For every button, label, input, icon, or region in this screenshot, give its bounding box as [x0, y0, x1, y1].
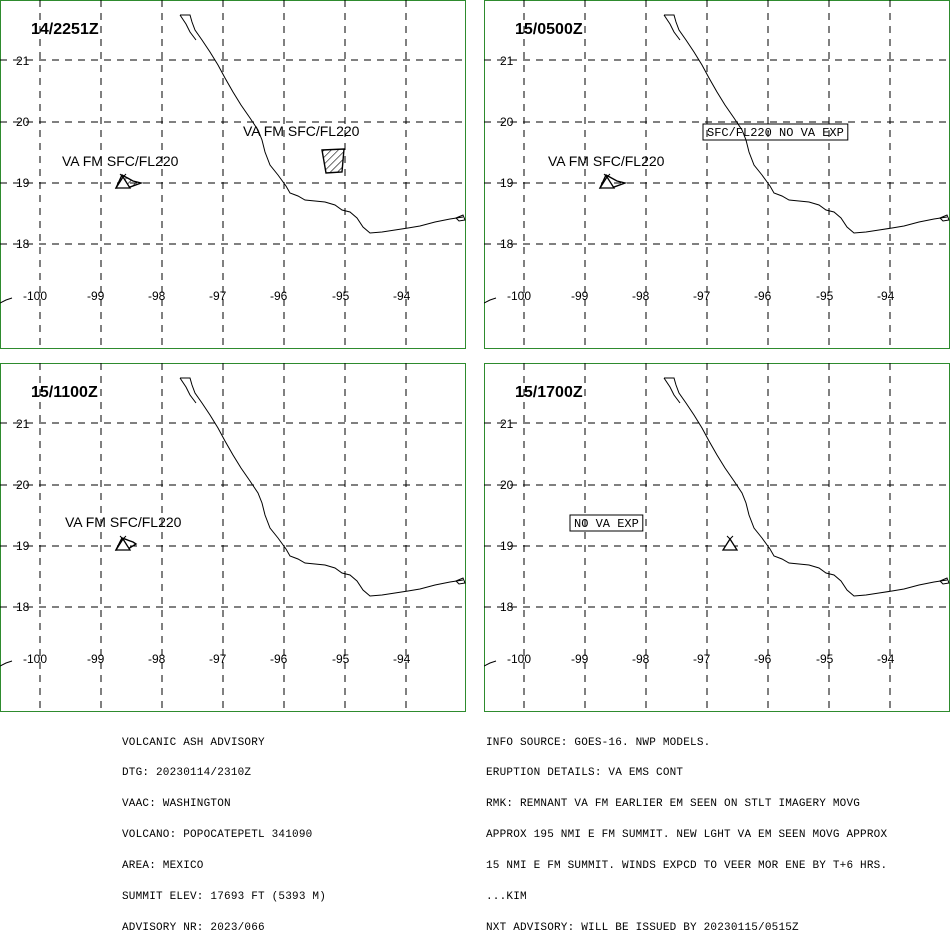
longitude-label: -97 [209, 652, 227, 666]
advisory-left-text: VOLCANIC ASH ADVISORY DTG: 20230114/2310… [122, 717, 326, 944]
latitude-label: 18 [500, 237, 514, 251]
longitude-label: -95 [332, 652, 350, 666]
latitude-label: 20 [16, 478, 30, 492]
latitude-label: 19 [16, 176, 30, 190]
advisory-line: SUMMIT ELEV: 17693 FT (5393 M) [122, 891, 327, 904]
forecast-time-label: 15/0500Z [515, 21, 583, 38]
forecast-panel-1: 21 20 19 18 -100 -99 -98 -97 -96 -95 -94 14/2251Z VA… [0, 0, 466, 349]
latitude-label: 21 [500, 417, 514, 431]
latitude-label: 18 [16, 237, 30, 251]
panel-frame [0, 0, 466, 349]
latitude-label: 21 [16, 417, 30, 431]
longitude-label: -97 [693, 289, 711, 303]
ash-cloud-label: VA FM SFC/FL220 [548, 153, 665, 169]
forecast-time-label: 14/2251Z [31, 21, 99, 38]
longitude-label: -97 [209, 289, 227, 303]
coastline [484, 377, 950, 667]
advisory-line: RMK: REMNANT VA FM EARLIER EM SEEN ON ST… [486, 798, 861, 811]
coastline [0, 14, 466, 304]
forecast-boxed-label: NO VA EXP [574, 517, 639, 531]
longitude-label: -94 [393, 289, 411, 303]
longitude-label: -99 [571, 289, 589, 303]
longitude-label: -95 [816, 289, 834, 303]
longitude-label: -94 [877, 652, 895, 666]
volcano-triangle-icon [114, 535, 132, 551]
ash-cloud-label: VA FM SFC/FL220 [243, 123, 360, 139]
latitude-label: 20 [500, 478, 514, 492]
longitude-label: -95 [332, 289, 350, 303]
latitude-label: 21 [500, 54, 514, 68]
longitude-label: -98 [632, 289, 650, 303]
longitude-label: -94 [393, 652, 411, 666]
longitude-label: -98 [148, 652, 166, 666]
volcano-triangle-icon [598, 173, 616, 189]
advisory-line: DTG: 20230114/2310Z [122, 767, 252, 780]
longitude-label: -100 [23, 652, 47, 666]
latitude-label: 18 [16, 600, 30, 614]
longitude-label: -96 [754, 289, 772, 303]
coastline [0, 377, 466, 667]
map-svg-3: 21 20 19 18 -100 -99 -98 -97 -96 -95 -94 15/1100Z VA… [0, 363, 466, 712]
longitude-label: -99 [571, 652, 589, 666]
longitude-label: -95 [816, 652, 834, 666]
volcano-triangle-icon [721, 535, 739, 551]
advisory-line: VOLCANIC ASH ADVISORY [122, 736, 265, 749]
map-svg-4: 21 20 19 18 -100 -99 -98 -97 -96 -95 -94 15/1700Z NO… [484, 363, 950, 712]
advisory-line: NXT ADVISORY: WILL BE ISSUED BY 20230115… [486, 921, 799, 934]
longitude-label: -99 [87, 289, 105, 303]
advisory-line: ...KIM [486, 891, 527, 904]
latitude-label: 20 [500, 115, 514, 129]
advisory-line: APPROX 195 NMI E FM SUMMIT. NEW LGHT VA … [486, 829, 888, 842]
ash-cloud-label: VA FM SFC/FL220 [62, 153, 179, 169]
latitude-label: 19 [500, 176, 514, 190]
latitude-label: 20 [16, 115, 30, 129]
longitude-label: -96 [754, 652, 772, 666]
latitude-label: 18 [500, 600, 514, 614]
map-svg-1: 21 20 19 18 -100 -99 -98 -97 -96 -95 -94 14/2251Z VA… [0, 0, 466, 349]
longitude-label: -100 [507, 652, 531, 666]
advisory-right-text: INFO SOURCE: GOES-16. NWP MODELS. ERUPTI… [486, 717, 887, 944]
longitude-label: -96 [270, 289, 288, 303]
latitude-label: 19 [500, 539, 514, 553]
advisory-line: ADVISORY NR: 2023/066 [122, 921, 265, 934]
longitude-label: -98 [148, 289, 166, 303]
label-box [569, 514, 644, 532]
advisory-line: AREA: MEXICO [122, 860, 204, 873]
longitude-label: -98 [632, 652, 650, 666]
longitude-label: -99 [87, 652, 105, 666]
forecast-panel-3: 21 20 19 18 -100 -99 -98 -97 -96 -95 -94 15/1100Z VA… [0, 363, 466, 712]
longitude-label: -97 [693, 652, 711, 666]
latitude-label: 19 [16, 539, 30, 553]
ash-cloud-polygon [321, 148, 345, 174]
volcano-triangle-icon [114, 173, 132, 189]
coastline [484, 14, 950, 304]
forecast-boxed-label: SFC/FL220 NO VA EXP [707, 126, 844, 140]
panel-frame [0, 363, 466, 712]
longitude-label: -100 [507, 289, 531, 303]
forecast-time-label: 15/1700Z [515, 384, 583, 401]
advisory-line: ERUPTION DETAILS: VA EMS CONT [486, 767, 684, 780]
ash-cloud-label: VA FM SFC/FL220 [65, 514, 182, 530]
forecast-time-label: 15/1100Z [31, 384, 98, 401]
longitude-label: -94 [877, 289, 895, 303]
advisory-line: VAAC: WASHINGTON [122, 798, 231, 811]
advisory-line: VOLCANO: POPOCATEPETL 341090 [122, 829, 313, 842]
map-svg-2: 21 20 19 18 -100 -99 -98 -97 -96 -95 -94 15/0500Z SF… [484, 0, 950, 349]
advisory-line: 15 NMI E FM SUMMIT. WINDS EXPCD TO VEER … [486, 860, 888, 873]
longitude-label: -96 [270, 652, 288, 666]
forecast-panel-2: 21 20 19 18 -100 -99 -98 -97 -96 -95 -94 15/0500Z SF… [484, 0, 950, 349]
latitude-label: 21 [16, 54, 30, 68]
longitude-label: -100 [23, 289, 47, 303]
forecast-panel-4: 21 20 19 18 -100 -99 -98 -97 -96 -95 -94 15/1700Z NO… [484, 363, 950, 712]
label-box [702, 123, 849, 141]
advisory-line: INFO SOURCE: GOES-16. NWP MODELS. [486, 736, 711, 749]
